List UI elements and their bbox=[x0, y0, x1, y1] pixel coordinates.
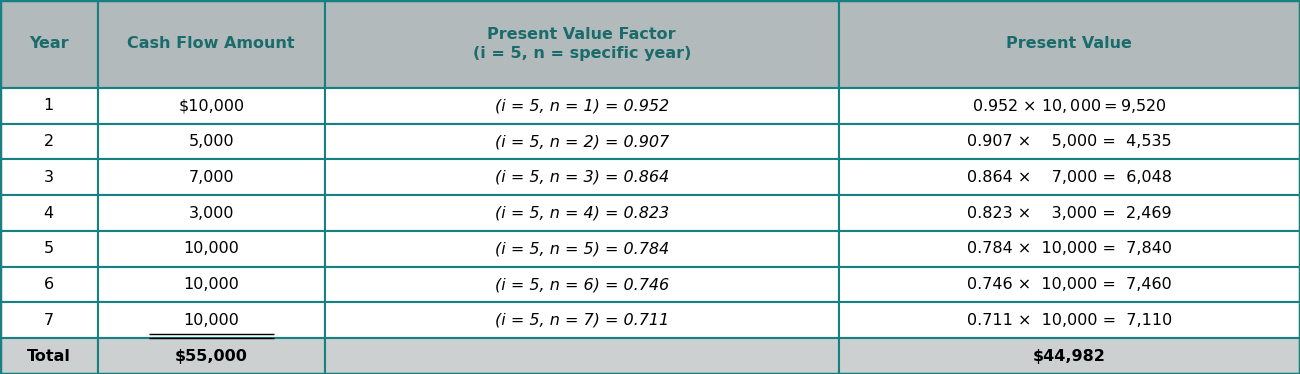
Text: 0.784 ×  10,000 =  7,840: 0.784 × 10,000 = 7,840 bbox=[967, 241, 1171, 256]
Bar bbox=[98, 159, 325, 195]
Text: $10,000: $10,000 bbox=[178, 98, 244, 113]
Bar bbox=[98, 338, 325, 374]
Bar bbox=[98, 0, 325, 88]
Bar bbox=[325, 124, 838, 159]
Bar bbox=[838, 303, 1300, 338]
Bar bbox=[98, 88, 325, 124]
Text: 10,000: 10,000 bbox=[183, 241, 239, 256]
Bar bbox=[838, 195, 1300, 231]
Text: Year: Year bbox=[29, 36, 69, 52]
Text: 10,000: 10,000 bbox=[183, 277, 239, 292]
Text: (i = 5, n = 6) = 0.746: (i = 5, n = 6) = 0.746 bbox=[495, 277, 668, 292]
Text: 0.907 ×    5,000 =  4,535: 0.907 × 5,000 = 4,535 bbox=[967, 134, 1171, 149]
Text: (i = 5, n = 1) = 0.952: (i = 5, n = 1) = 0.952 bbox=[495, 98, 668, 113]
Bar bbox=[838, 124, 1300, 159]
Text: 10,000: 10,000 bbox=[183, 313, 239, 328]
Bar bbox=[98, 195, 325, 231]
Bar bbox=[838, 338, 1300, 374]
Text: 7: 7 bbox=[44, 313, 53, 328]
Bar bbox=[838, 267, 1300, 303]
Bar bbox=[0, 0, 98, 88]
Bar bbox=[0, 195, 98, 231]
Bar bbox=[0, 124, 98, 159]
Bar bbox=[0, 88, 98, 124]
Text: (i = 5, n = 7) = 0.711: (i = 5, n = 7) = 0.711 bbox=[495, 313, 668, 328]
Text: 1: 1 bbox=[44, 98, 53, 113]
Text: 0.864 ×    7,000 =  6,048: 0.864 × 7,000 = 6,048 bbox=[967, 170, 1171, 185]
Bar bbox=[325, 231, 838, 267]
Text: (i = 5, n = 4) = 0.823: (i = 5, n = 4) = 0.823 bbox=[495, 206, 668, 221]
Bar bbox=[325, 303, 838, 338]
Text: 4: 4 bbox=[44, 206, 53, 221]
Bar bbox=[838, 231, 1300, 267]
Bar bbox=[0, 159, 98, 195]
Text: 5,000: 5,000 bbox=[188, 134, 234, 149]
Bar bbox=[325, 195, 838, 231]
Text: Total: Total bbox=[27, 349, 70, 364]
Bar bbox=[98, 124, 325, 159]
Bar bbox=[0, 267, 98, 303]
Bar bbox=[98, 303, 325, 338]
Text: Present Value: Present Value bbox=[1006, 36, 1132, 52]
Bar bbox=[98, 267, 325, 303]
Bar bbox=[838, 0, 1300, 88]
Text: 7,000: 7,000 bbox=[188, 170, 234, 185]
Text: 0.711 ×  10,000 =  7,110: 0.711 × 10,000 = 7,110 bbox=[967, 313, 1171, 328]
Bar bbox=[98, 231, 325, 267]
Text: 5: 5 bbox=[44, 241, 53, 256]
Bar bbox=[838, 159, 1300, 195]
Text: 0.823 ×    3,000 =  2,469: 0.823 × 3,000 = 2,469 bbox=[967, 206, 1171, 221]
Bar bbox=[0, 303, 98, 338]
Text: 6: 6 bbox=[44, 277, 53, 292]
Text: (i = 5, n = 2) = 0.907: (i = 5, n = 2) = 0.907 bbox=[495, 134, 668, 149]
Text: Present Value Factor
(i = 5, n = specific year): Present Value Factor (i = 5, n = specifi… bbox=[473, 27, 690, 61]
Bar bbox=[325, 267, 838, 303]
Bar bbox=[325, 0, 838, 88]
Bar bbox=[0, 338, 98, 374]
Text: 0.952 × $10,000 = $9,520: 0.952 × $10,000 = $9,520 bbox=[972, 97, 1166, 115]
Text: 3: 3 bbox=[44, 170, 53, 185]
Text: Cash Flow Amount: Cash Flow Amount bbox=[127, 36, 295, 52]
Bar bbox=[325, 159, 838, 195]
Text: $55,000: $55,000 bbox=[174, 349, 248, 364]
Bar bbox=[325, 88, 838, 124]
Bar bbox=[325, 338, 838, 374]
Text: 3,000: 3,000 bbox=[188, 206, 234, 221]
Text: 2: 2 bbox=[44, 134, 53, 149]
Text: (i = 5, n = 3) = 0.864: (i = 5, n = 3) = 0.864 bbox=[495, 170, 668, 185]
Bar bbox=[0, 231, 98, 267]
Text: $44,982: $44,982 bbox=[1032, 349, 1106, 364]
Text: (i = 5, n = 5) = 0.784: (i = 5, n = 5) = 0.784 bbox=[495, 241, 668, 256]
Bar bbox=[838, 88, 1300, 124]
Text: 0.746 ×  10,000 =  7,460: 0.746 × 10,000 = 7,460 bbox=[967, 277, 1171, 292]
